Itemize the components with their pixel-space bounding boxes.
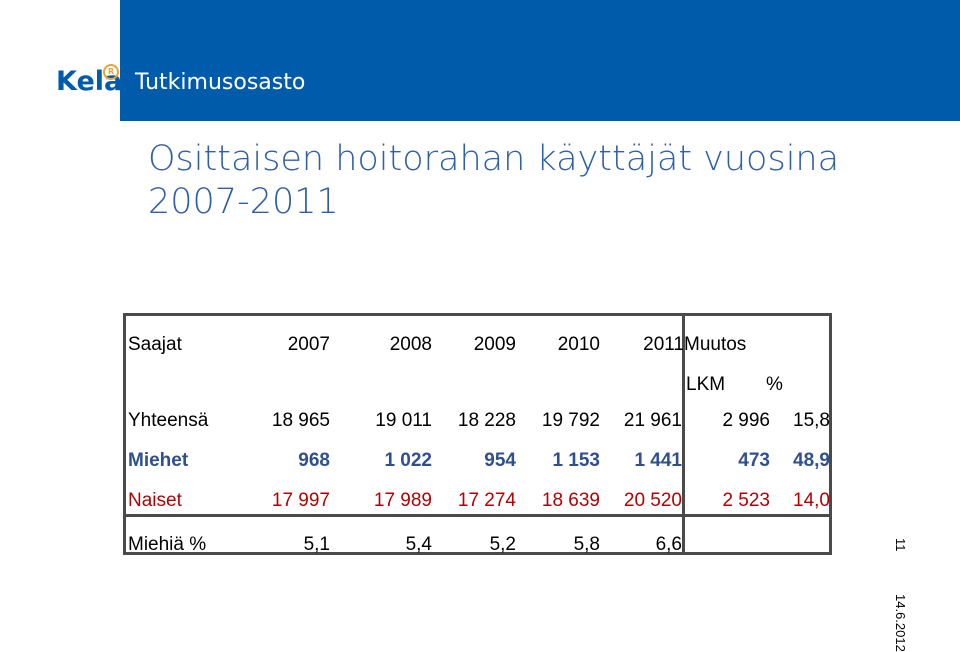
table-cell: 18 228 bbox=[457, 410, 516, 431]
table-cell: 21 961 bbox=[623, 410, 682, 431]
table-cell: 968 bbox=[298, 450, 330, 471]
table-cell: 20 520 bbox=[623, 490, 682, 511]
table-cell: 1 022 bbox=[384, 450, 432, 471]
table-cell: 19 011 bbox=[375, 410, 432, 431]
header: Kela R Tutkimusosasto bbox=[0, 0, 960, 121]
table-cell: 17 989 bbox=[373, 490, 432, 511]
department-label: Tutkimusosasto bbox=[135, 70, 306, 95]
header-pct: % bbox=[766, 374, 783, 395]
kela-logo: Kela R bbox=[0, 0, 122, 121]
table-cell: 18 965 bbox=[271, 410, 330, 431]
header-year: 2011 bbox=[643, 334, 684, 355]
table-cell-pct: 14,0 bbox=[793, 490, 830, 511]
header-year: 2009 bbox=[473, 334, 516, 355]
table-cell: 19 792 bbox=[541, 410, 600, 431]
title-line-1: Osittaisen hoitorahan käyttäjät vuosina bbox=[148, 139, 840, 179]
registered-mark-icon: R bbox=[103, 64, 119, 80]
table-cell-lkm: 2 523 bbox=[722, 490, 770, 511]
statistics-table: Saajat 2007 2008 2009 2010 2011 Muutos L… bbox=[123, 313, 832, 555]
column-divider bbox=[682, 316, 685, 552]
table-cell: 17 274 bbox=[457, 490, 516, 511]
header-band bbox=[120, 0, 960, 121]
page-number: 11 bbox=[893, 538, 908, 552]
row-label-total: Yhteensä bbox=[128, 410, 209, 431]
slide-date: 14.6.2012 bbox=[893, 594, 908, 652]
header-saajat: Saajat bbox=[128, 334, 182, 355]
row-label-men-share: Miehiä % bbox=[128, 534, 207, 555]
table-cell: 954 bbox=[484, 450, 516, 471]
table-cell: 5,2 bbox=[489, 534, 516, 555]
table-cell: 1 153 bbox=[552, 450, 600, 471]
header-lkm: LKM bbox=[686, 374, 726, 395]
header-year: 2008 bbox=[389, 334, 432, 355]
table-cell: 6,6 bbox=[655, 534, 682, 555]
table-cell: 1 441 bbox=[634, 450, 682, 471]
row-label-women: Naiset bbox=[128, 490, 182, 511]
header-year: 2007 bbox=[287, 334, 330, 355]
table-cell: 17 997 bbox=[271, 490, 330, 511]
table-cell: 18 639 bbox=[541, 490, 600, 511]
row-label-men: Miehet bbox=[128, 450, 189, 471]
table-cell: 5,1 bbox=[303, 534, 330, 555]
row-divider bbox=[126, 514, 829, 517]
header-muutos: Muutos bbox=[684, 334, 747, 355]
title-line-2: 2007-2011 bbox=[148, 182, 339, 222]
slide-title: Osittaisen hoitorahan käyttäjät vuosina … bbox=[148, 138, 848, 224]
table-cell: 5,8 bbox=[573, 534, 600, 555]
table-cell-pct: 15,8 bbox=[793, 410, 830, 431]
header-year: 2010 bbox=[557, 334, 600, 355]
table-cell-lkm: 2 996 bbox=[722, 410, 770, 431]
table-cell-lkm: 473 bbox=[738, 450, 770, 471]
table-cell: 5,4 bbox=[405, 534, 432, 555]
table-cell-pct: 48,9 bbox=[793, 450, 830, 471]
